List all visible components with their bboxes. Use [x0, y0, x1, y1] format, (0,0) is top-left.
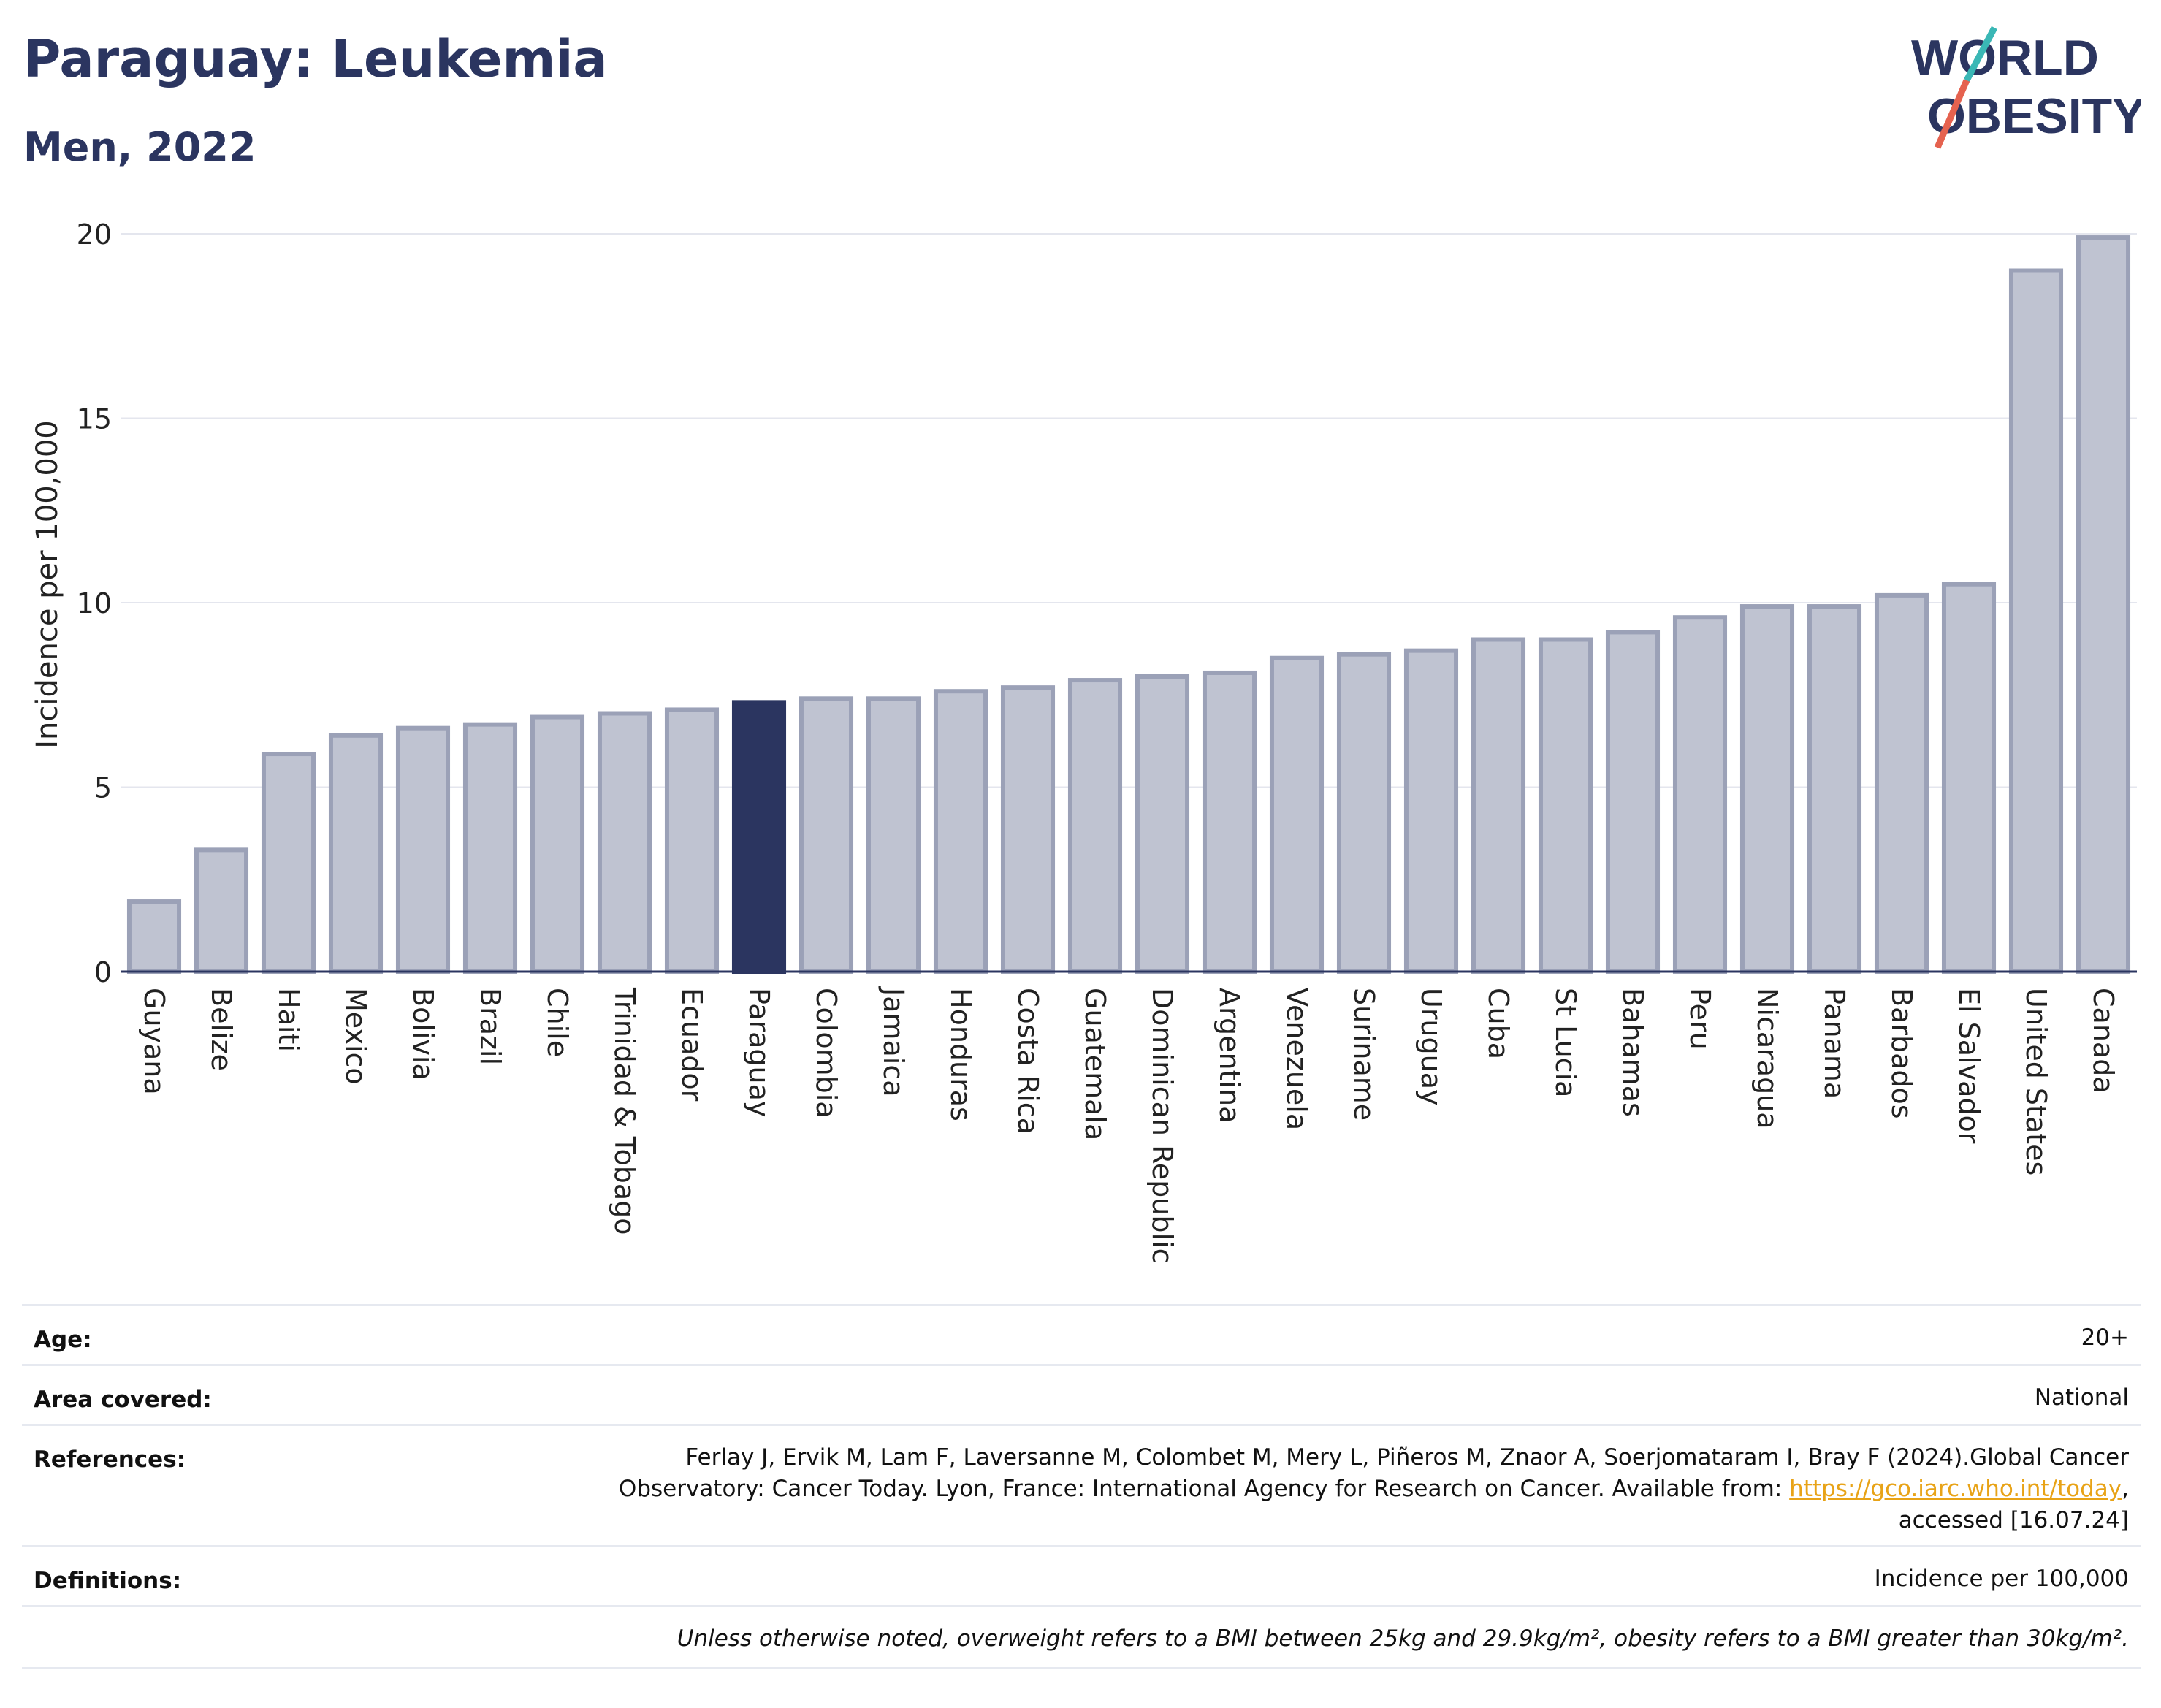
y-tick-label: 20: [77, 218, 112, 251]
bar-united-states: [2008, 268, 2064, 974]
age-label: Age:: [34, 1327, 92, 1353]
x-tick-label: Canada: [2087, 988, 2119, 1094]
x-tick-label: Colombia: [810, 988, 842, 1118]
references-link[interactable]: https://gco.iarc.who.int/today: [1789, 1476, 2122, 1502]
bar-chile: [530, 714, 585, 974]
x-tick-label: Suriname: [1348, 988, 1380, 1121]
definitions-value: Incidence per 100,000: [1874, 1566, 2129, 1592]
x-tick-label: Ecuador: [676, 988, 708, 1102]
world-obesity-logo: WORLD OBESITY: [1911, 26, 2141, 149]
bar-guatemala: [1067, 678, 1123, 974]
x-tick-label: Mexico: [340, 988, 372, 1085]
x-tick-label: Honduras: [945, 988, 977, 1121]
x-tick-label: St Lucia: [1550, 988, 1582, 1097]
bar-panama: [1807, 604, 1862, 974]
bar-costa-rica: [1000, 685, 1056, 975]
bar-barbados: [1874, 592, 1929, 974]
x-tick-label: Paraguay: [743, 988, 775, 1117]
x-tick-label: Guyana: [138, 988, 170, 1095]
x-tick-label: Barbados: [1886, 988, 1918, 1119]
info-table: Age: 20+ Area covered: National Referenc…: [22, 1304, 2141, 1677]
bar-peru: [1672, 615, 1728, 974]
info-row-note: Unless otherwise noted, overweight refer…: [22, 1605, 2141, 1669]
bar-canada: [2076, 235, 2131, 974]
x-tick-label: Argentina: [1213, 988, 1246, 1123]
bar-argentina: [1202, 670, 1257, 974]
references-line-2: Observatory: Cancer Today. Lyon, France:…: [618, 1476, 2129, 1502]
page-subtitle: Men, 2022: [23, 124, 256, 170]
bar-ecuador: [664, 707, 720, 974]
bmi-note: Unless otherwise noted, overweight refer…: [676, 1625, 2129, 1652]
svg-text:OBESITY: OBESITY: [1927, 88, 2141, 144]
bar-cuba: [1471, 637, 1526, 974]
bar-honduras: [933, 689, 988, 974]
bar-suriname: [1336, 652, 1392, 974]
page-title: Paraguay: Leukemia: [23, 29, 608, 89]
x-tick-label: Bahamas: [1617, 988, 1649, 1117]
bar-chart: 0 5 10 15 20 Guyana Belize Haiti Mexico Bolivia Br…: [31, 218, 2137, 1263]
x-tick-label: Guatemala: [1079, 988, 1111, 1140]
bar-nicaragua: [1739, 604, 1795, 974]
x-tick-label: Venezuela: [1281, 988, 1313, 1130]
grid-lines: [121, 233, 2137, 788]
x-tick-label: El Salvador: [1953, 988, 1985, 1144]
axes: 0 5 10 15 20 Guyana Belize Haiti Mexico Bolivia Br…: [77, 218, 2137, 1263]
svg-text:WORLD: WORLD: [1911, 30, 2099, 85]
age-value: 20+: [2081, 1324, 2129, 1351]
x-tick-label: Trinidad & Tobago: [609, 987, 641, 1235]
info-row-definitions: Definitions: Incidence per 100,000: [22, 1545, 2141, 1607]
x-tick-label: United States: [2020, 988, 2052, 1175]
x-tick-label: Uruguay: [1415, 988, 1447, 1106]
bar-haiti: [261, 752, 316, 975]
references-label: References:: [34, 1446, 186, 1473]
bar-el-salvador: [1941, 582, 1997, 974]
area-value: National: [2034, 1384, 2129, 1411]
info-row-references: References: Ferlay J, Ervik M, Lam F, La…: [22, 1424, 2141, 1547]
bar-bahamas: [1605, 630, 1661, 975]
y-tick-label: 5: [94, 772, 112, 804]
bar-venezuela: [1269, 655, 1325, 974]
y-tick-label: 0: [94, 956, 112, 988]
bar-trinidad-tobago: [597, 711, 652, 974]
y-tick-label: 10: [77, 587, 112, 619]
x-tick-label: Cuba: [1482, 988, 1514, 1059]
y-tick-label: 15: [77, 403, 112, 435]
references-line-1: Ferlay J, Ervik M, Lam F, Laversanne M, …: [685, 1444, 2129, 1471]
bar-brazil: [462, 722, 518, 975]
y-axis-label: Incidence per 100,000: [31, 420, 64, 749]
info-row-age: Age: 20+: [22, 1304, 2141, 1366]
references-value: Ferlay J, Ervik M, Lam F, Laversanne M, …: [619, 1442, 2129, 1536]
bar-uruguay: [1403, 648, 1459, 975]
bar-dominican-republic: [1135, 674, 1190, 974]
bar-colombia: [799, 696, 854, 974]
bars: [126, 235, 2131, 975]
info-row-area: Area covered: National: [22, 1364, 2141, 1426]
x-tick-label: Bolivia: [407, 988, 439, 1080]
bar-belize: [194, 847, 249, 974]
x-tick-label: Belize: [205, 988, 237, 1071]
x-tick-label: Jamaica: [877, 986, 910, 1097]
definitions-label: Definitions:: [34, 1568, 182, 1594]
bar-st-lucia: [1538, 637, 1593, 974]
bar-bolivia: [395, 725, 451, 974]
x-tick-label: Peru: [1684, 988, 1716, 1050]
x-tick-label: Chile: [541, 988, 573, 1057]
x-tick-label: Costa Rica: [1012, 988, 1044, 1135]
references-line-3: accessed [16.07.24]: [1898, 1507, 2129, 1533]
x-tick-label: Haiti: [272, 988, 305, 1052]
x-tick-label: Brazil: [474, 988, 506, 1065]
references-line-2-text: Observatory: Cancer Today. Lyon, France:…: [618, 1476, 1790, 1502]
x-tick-label: Panama: [1818, 988, 1851, 1099]
x-tick-label: Nicaragua: [1751, 988, 1783, 1129]
bar-paraguay: [731, 700, 787, 974]
bar-guyana: [126, 899, 182, 975]
bar-mexico: [328, 733, 384, 974]
x-tick-label: Dominican Republic: [1146, 988, 1178, 1263]
bar-jamaica: [866, 696, 921, 974]
area-label: Area covered:: [34, 1387, 212, 1413]
